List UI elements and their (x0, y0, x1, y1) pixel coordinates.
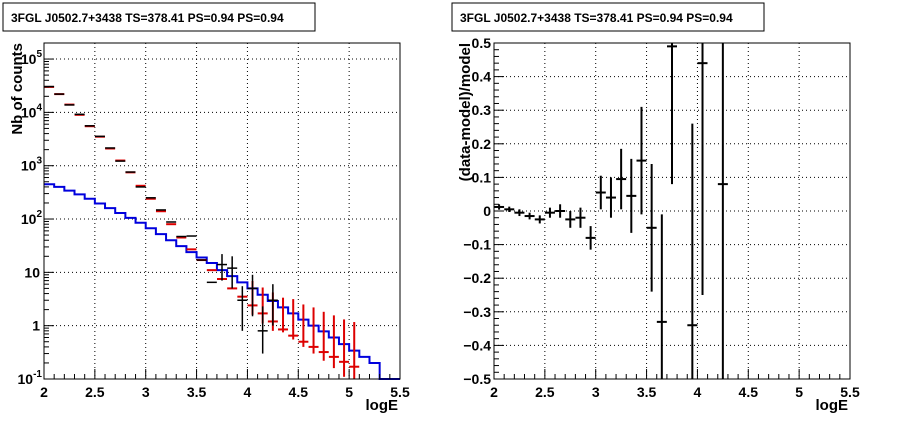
right-panel: 3FGL J0502.7+3438 TS=378.41 PS=0.94 PS=0… (451, 2, 860, 414)
left-x-tick-label: 4.5 (289, 384, 309, 400)
right-axis-ticks: 2 2.5 3 3.5 4 4.5 5 5.5 −0.5 −0.4 −0.3 −0.2 −0.1 0 0.1… (463, 35, 860, 400)
right-y-tick-label: −0.4 (463, 337, 491, 353)
right-y-axis-label: (data-model)/model (457, 43, 474, 181)
right-plot-marks (494, 43, 728, 379)
right-x-tick-label: 4.5 (739, 384, 759, 400)
right-y-tick-label: −0.1 (463, 237, 491, 253)
left-x-tick-label: 5 (345, 384, 353, 400)
left-title-box (2, 2, 316, 32)
right-y-tick-label: 0.2 (472, 136, 492, 152)
right-x-tick-label: 5.5 (840, 384, 860, 400)
left-x-tick-label: 4 (244, 384, 252, 400)
left-plot-marks (44, 85, 400, 380)
right-y-tick-label: 0.1 (472, 169, 492, 185)
model-step-line (44, 183, 400, 380)
right-x-tick-label: 2.5 (535, 384, 555, 400)
left-plot-frame (43, 42, 401, 380)
right-y-tick-label: −0.3 (463, 304, 491, 320)
right-title-box (451, 2, 765, 32)
left-x-tick-label: 3.5 (187, 384, 207, 400)
left-y-tick-exponent: 2 (36, 209, 42, 220)
right-grid (494, 43, 850, 379)
right-x-tick-label: 3.5 (637, 384, 657, 400)
left-y-axis-label: Nb of counts (9, 43, 26, 135)
left-y-tick-exponent: 4 (36, 102, 42, 113)
left-grid (44, 43, 400, 379)
right-y-tick-label: 0 (483, 203, 491, 219)
right-x-tick-label: 5 (795, 384, 803, 400)
left-x-tick-label: 2.5 (85, 384, 105, 400)
left-y-tick-label: 10 (24, 264, 40, 280)
right-y-tick-label: −0.2 (463, 270, 491, 286)
left-x-axis-label: logE (366, 397, 399, 414)
left-x-tick-label: 5.5 (390, 384, 410, 400)
right-x-axis-label: logE (816, 397, 849, 414)
right-x-tick-label: 4 (694, 384, 702, 400)
right-x-tick-label: 2 (490, 384, 498, 400)
right-y-tick-label: 0.4 (472, 69, 492, 85)
left-y-tick-label: 103 (21, 156, 43, 174)
right-y-tick-label: 0.5 (472, 35, 492, 51)
right-y-tick-label: 0.3 (472, 102, 492, 118)
right-chart-title: 3FGL J0502.7+3438 TS=378.41 PS=0.94 PS=0… (460, 11, 733, 25)
left-chart-title: 3FGL J0502.7+3438 TS=378.41 PS=0.94 PS=0… (11, 11, 284, 25)
left-y-tick-label: 102 (21, 209, 43, 227)
left-y-tick-label: 10-1 (18, 369, 43, 387)
left-y-tick-exponent: 3 (36, 156, 42, 167)
left-y-tick-label: 1 (32, 318, 40, 334)
left-panel: 3FGL J0502.7+3438 TS=378.41 PS=0.94 PS=0… (2, 2, 410, 414)
left-y-tick-exponent: -1 (33, 369, 42, 380)
right-y-tick-label: −0.5 (463, 371, 491, 387)
left-x-tick-label: 3 (142, 384, 150, 400)
left-x-tick-label: 2 (40, 384, 48, 400)
left-y-tick-exponent: 5 (36, 49, 42, 60)
right-x-tick-label: 3 (592, 384, 600, 400)
